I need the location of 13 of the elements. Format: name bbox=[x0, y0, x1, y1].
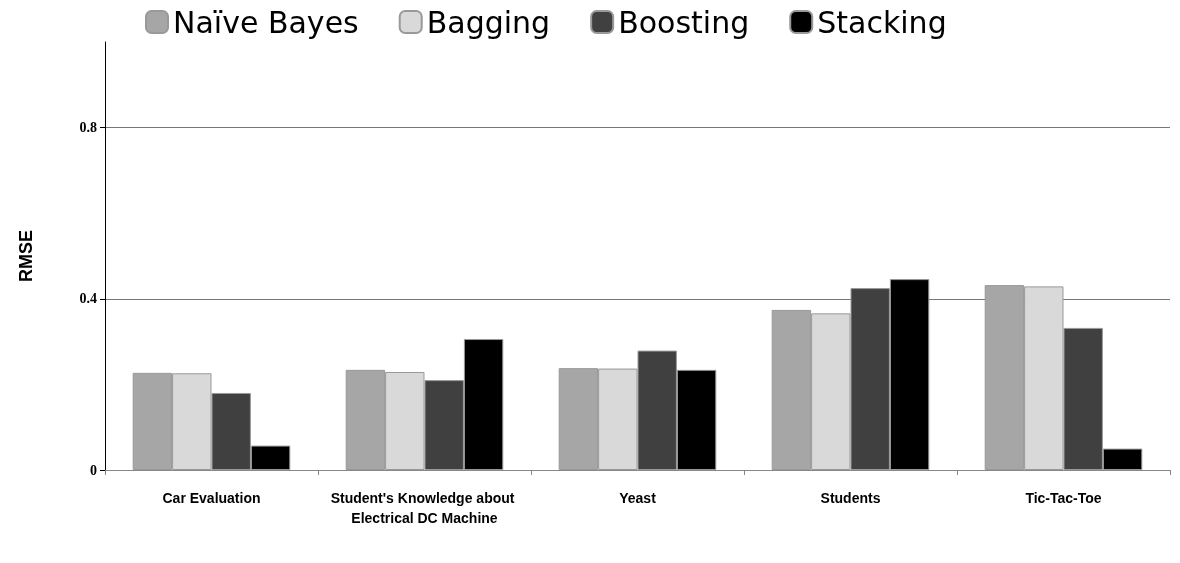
x-tick-label: Students bbox=[820, 490, 881, 506]
y-tick-label: 0 bbox=[90, 462, 97, 478]
legend-label: Bagging bbox=[426, 4, 551, 40]
legend-label: Naïve Bayes bbox=[173, 4, 359, 40]
legend-label: Stacking bbox=[817, 4, 947, 40]
y-tick-label: 0.8 bbox=[79, 120, 97, 136]
y-tick-label: 0.4 bbox=[79, 291, 97, 307]
y-axis-title: RMSE bbox=[16, 229, 36, 283]
x-tick-label: Student's Knowledge about Electrical DC Machine bbox=[330, 490, 519, 526]
x-tick-label: Yeast bbox=[619, 490, 657, 506]
x-tick-label: Tic-Tac-Toe bbox=[1025, 490, 1102, 506]
legend-label: Boosting bbox=[618, 4, 750, 40]
x-tick-label: Car Evaluation bbox=[162, 490, 261, 506]
